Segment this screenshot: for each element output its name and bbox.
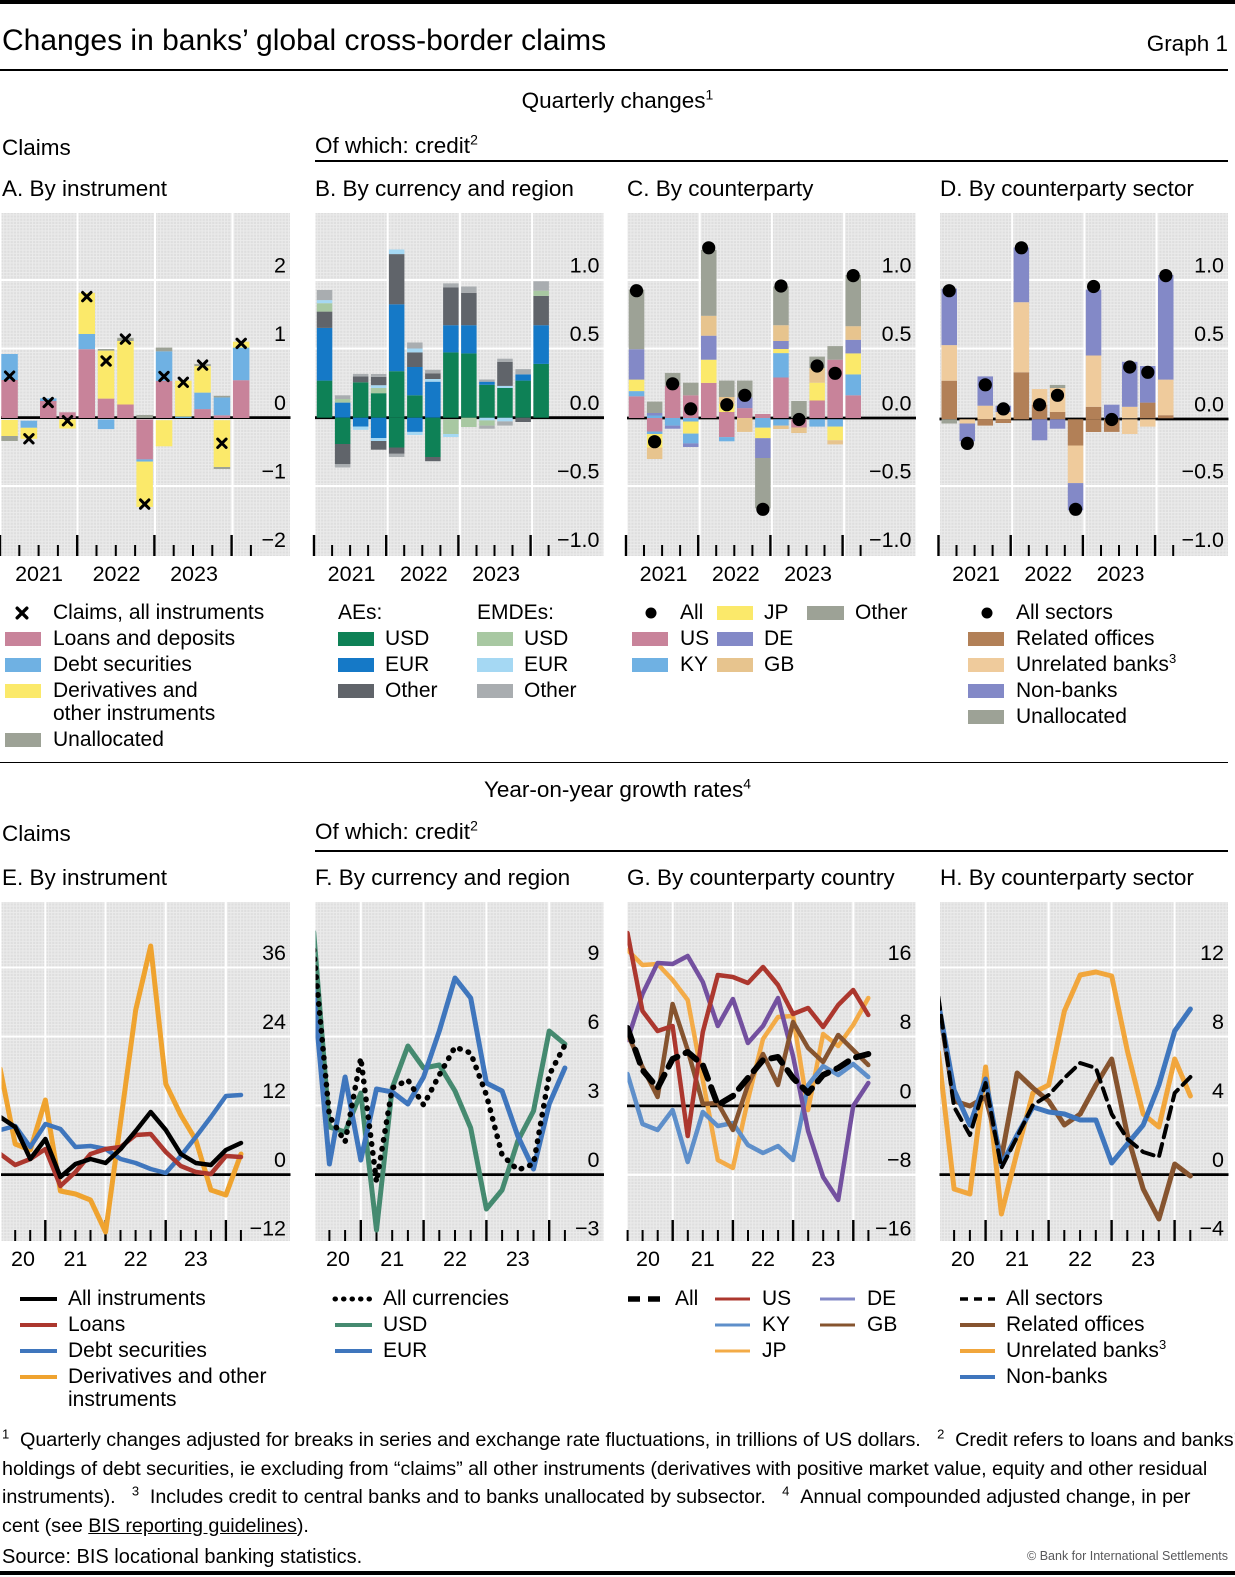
svg-text:0: 0	[1212, 1148, 1224, 1172]
svg-text:2023: 2023	[784, 562, 832, 586]
svg-text:0: 0	[588, 1148, 600, 1172]
svg-text:−8: −8	[887, 1148, 912, 1172]
svg-text:36: 36	[262, 941, 286, 965]
svg-text:8: 8	[1212, 1010, 1224, 1034]
svg-text:2023: 2023	[170, 562, 218, 586]
svg-text:2021: 2021	[328, 562, 376, 586]
svg-text:0: 0	[900, 1079, 912, 1103]
svg-text:2021: 2021	[15, 562, 63, 586]
svg-text:20: 20	[11, 1247, 35, 1271]
svg-text:12: 12	[1200, 941, 1224, 965]
svg-text:−2: −2	[261, 528, 286, 552]
svg-text:0.0: 0.0	[882, 392, 912, 416]
svg-text:−4: −4	[1199, 1217, 1224, 1241]
svg-text:16: 16	[888, 941, 912, 965]
svg-text:0: 0	[274, 391, 286, 415]
svg-text:24: 24	[262, 1010, 286, 1034]
svg-text:−16: −16	[875, 1217, 912, 1241]
svg-text:2023: 2023	[472, 562, 520, 586]
svg-text:21: 21	[63, 1247, 87, 1271]
svg-text:2022: 2022	[712, 562, 760, 586]
svg-text:−3: −3	[575, 1217, 600, 1241]
svg-text:22: 22	[443, 1247, 467, 1271]
svg-text:−12: −12	[250, 1217, 286, 1241]
svg-text:22: 22	[751, 1247, 775, 1271]
svg-text:2: 2	[274, 254, 286, 278]
svg-text:0.5: 0.5	[882, 322, 912, 346]
svg-text:23: 23	[506, 1247, 530, 1271]
svg-text:21: 21	[1005, 1247, 1029, 1271]
svg-text:12: 12	[262, 1079, 286, 1103]
svg-text:0.0: 0.0	[570, 391, 600, 415]
svg-text:−0.5: −0.5	[869, 460, 911, 484]
svg-text:1.0: 1.0	[1194, 254, 1224, 278]
svg-text:2022: 2022	[1024, 562, 1072, 586]
svg-text:−0.5: −0.5	[557, 460, 599, 484]
svg-text:23: 23	[184, 1247, 208, 1271]
svg-text:20: 20	[951, 1247, 975, 1271]
svg-text:6: 6	[588, 1010, 600, 1034]
svg-text:1.0: 1.0	[570, 254, 600, 278]
svg-text:2021: 2021	[640, 562, 688, 586]
svg-text:0.5: 0.5	[570, 322, 600, 346]
svg-text:22: 22	[1068, 1247, 1092, 1271]
svg-text:−1.0: −1.0	[869, 528, 911, 552]
svg-text:2023: 2023	[1097, 562, 1145, 586]
svg-text:−1: −1	[261, 460, 286, 484]
svg-text:−0.5: −0.5	[1182, 460, 1224, 484]
svg-text:22: 22	[124, 1247, 148, 1271]
svg-text:9: 9	[588, 941, 600, 965]
svg-text:2022: 2022	[93, 562, 141, 586]
svg-text:0.5: 0.5	[1194, 322, 1224, 346]
svg-text:−1.0: −1.0	[557, 528, 599, 552]
svg-text:23: 23	[1131, 1247, 1155, 1271]
svg-text:3: 3	[588, 1079, 600, 1103]
svg-text:4: 4	[1212, 1079, 1224, 1103]
svg-text:−1.0: −1.0	[1182, 528, 1224, 552]
svg-text:0.0: 0.0	[1194, 393, 1224, 417]
svg-text:20: 20	[636, 1247, 660, 1271]
svg-text:20: 20	[326, 1247, 350, 1271]
svg-text:0: 0	[274, 1148, 286, 1172]
svg-text:23: 23	[811, 1247, 835, 1271]
svg-text:2021: 2021	[952, 562, 1000, 586]
svg-text:21: 21	[380, 1247, 404, 1271]
svg-text:2022: 2022	[400, 562, 448, 586]
svg-text:8: 8	[900, 1010, 912, 1034]
svg-text:1: 1	[274, 322, 286, 346]
svg-text:1.0: 1.0	[882, 254, 912, 278]
svg-text:21: 21	[691, 1247, 715, 1271]
